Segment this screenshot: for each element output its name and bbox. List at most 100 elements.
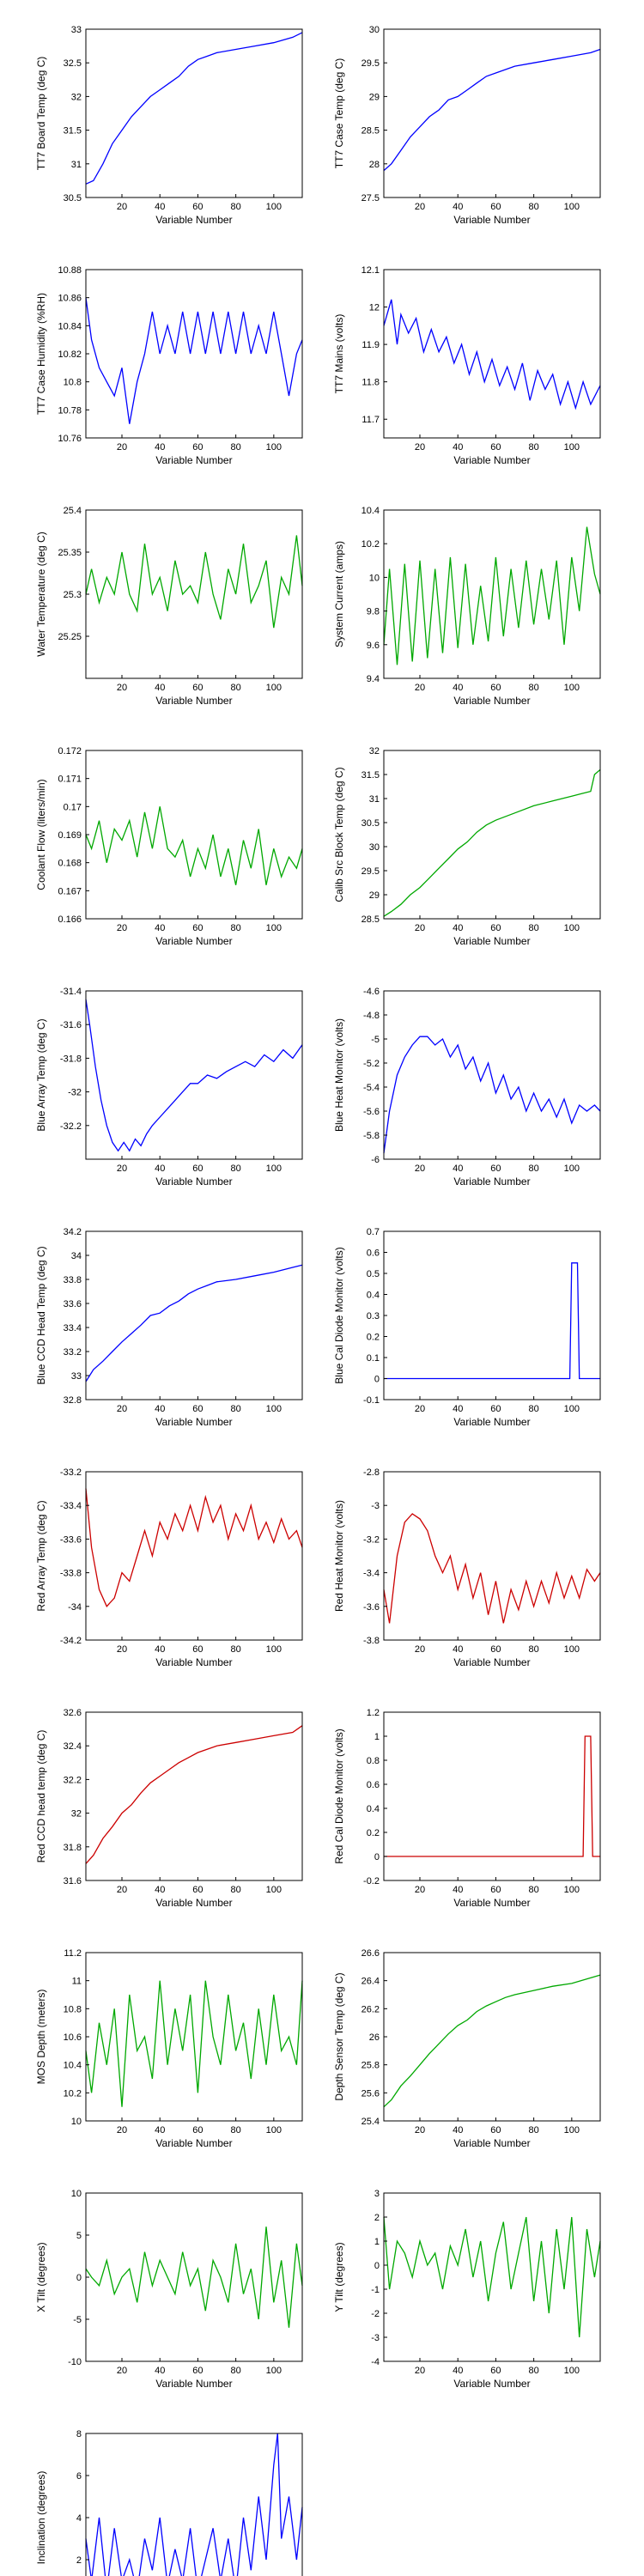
y-axis-label: Coolant Flow (liters/min) — [35, 779, 47, 890]
x-tick-label: 40 — [453, 2366, 463, 2376]
y-tick-label: 29 — [369, 890, 380, 901]
series-line — [85, 1264, 303, 1382]
x-tick-label: 20 — [415, 1644, 425, 1655]
y-tick-label: -33.6 — [60, 1534, 82, 1545]
y-tick-label: 0.1 — [367, 1353, 380, 1364]
y-tick-label: 3 — [374, 2189, 380, 2199]
y-tick-label: 0.4 — [367, 1291, 380, 1301]
plot-frame — [383, 1952, 601, 2122]
y-axis-label: TT7 Case Temp (deg C) — [333, 58, 345, 169]
y-tick-label: 0.2 — [367, 1333, 380, 1343]
y-tick-label: 6 — [76, 2471, 82, 2482]
y-axis-label: TT7 Case Humidity (%RH) — [35, 293, 47, 415]
y-tick-label: 0 — [374, 2261, 380, 2271]
x-axis-label: Variable Number — [453, 214, 530, 226]
y-tick-label: 32 — [369, 746, 380, 756]
y-tick-label: -4.8 — [363, 1011, 380, 1021]
y-tick-label: -31.8 — [60, 1054, 82, 1064]
chart-panel-7: 20 40 60 80 100 0.166 0.167 0.168 0.169 0.17 0.171… — [35, 746, 303, 947]
series-line — [384, 1262, 600, 1380]
x-tick-label: 60 — [490, 2125, 501, 2136]
x-axis-label: Variable Number — [453, 454, 530, 466]
x-tick-label: 100 — [564, 683, 580, 693]
x-tick-label: 60 — [490, 1644, 501, 1655]
x-tick-label: 20 — [415, 442, 425, 453]
x-tick-label: 40 — [155, 1885, 165, 1895]
y-axis-label: Red Array Temp (deg C) — [35, 1500, 47, 1611]
x-tick-label: 60 — [192, 1404, 203, 1414]
x-tick-label: 60 — [490, 442, 501, 453]
x-tick-label: 100 — [266, 1644, 282, 1655]
y-tick-label: 25.8 — [361, 2061, 380, 2071]
series-line — [85, 2433, 303, 2576]
y-tick-label: 33.2 — [64, 1347, 82, 1358]
y-axis-label: Inclination (degrees) — [35, 2471, 47, 2565]
x-tick-label: 20 — [415, 1885, 425, 1895]
y-tick-label: 26.4 — [361, 1977, 380, 1987]
y-tick-label: 0.166 — [58, 914, 82, 925]
y-tick-label: -5 — [371, 1035, 380, 1045]
x-tick-label: 100 — [266, 683, 282, 693]
x-tick-label: 60 — [490, 923, 501, 933]
chart-panel-6: 20 40 60 80 100 9.4 9.6 9.8 10 10.2 10.4 Variable N… — [333, 506, 601, 707]
x-axis-label: Variable Number — [453, 1416, 530, 1428]
series-line — [85, 535, 303, 629]
x-tick-label: 20 — [415, 683, 425, 693]
x-tick-label: 80 — [529, 2125, 539, 2136]
x-tick-label: 20 — [117, 2366, 127, 2376]
y-tick-label: 25.6 — [361, 2088, 380, 2099]
y-tick-label: 10.2 — [361, 539, 380, 550]
y-tick-label: 10 — [369, 573, 380, 583]
y-axis-label: X Tilt (degrees) — [35, 2242, 47, 2312]
x-axis-label: Variable Number — [155, 1656, 232, 1668]
y-tick-label: -3.4 — [363, 1569, 380, 1579]
y-tick-label: 1 — [374, 1732, 380, 1742]
chart-panel-14: 20 40 60 80 100 -3.8 -3.6 -3.4 -3.2 -3 -2.8 Variabl… — [333, 1467, 601, 1668]
y-axis-label: Blue Array Temp (deg C) — [35, 1018, 47, 1131]
y-tick-label: 10 — [71, 2117, 82, 2127]
y-tick-label: 0.8 — [367, 1756, 380, 1766]
x-tick-label: 20 — [117, 1163, 127, 1174]
y-tick-label: 27.5 — [361, 193, 380, 204]
x-tick-label: 80 — [231, 1885, 241, 1895]
x-tick-label: 80 — [231, 1404, 241, 1414]
y-axis-label: Blue Heat Monitor (volts) — [333, 1018, 345, 1132]
x-tick-label: 100 — [564, 1404, 580, 1414]
x-tick-label: 40 — [155, 923, 165, 933]
series-line — [383, 1036, 601, 1154]
chart-panel-2: 20 40 60 80 100 27.5 28 28.5 29 29.5 30 Variable Nu… — [333, 25, 601, 226]
y-tick-label: 26 — [369, 2032, 380, 2043]
y-tick-label: 25.4 — [64, 506, 82, 516]
x-tick-label: 60 — [192, 923, 203, 933]
x-tick-label: 80 — [231, 1644, 241, 1655]
x-tick-label: 80 — [529, 442, 539, 453]
y-tick-label: -0.2 — [363, 1876, 380, 1886]
y-tick-label: 10.6 — [64, 2032, 82, 2043]
x-tick-label: 20 — [117, 683, 127, 693]
y-tick-label: -33.4 — [60, 1501, 82, 1511]
series-line — [383, 1974, 601, 2108]
y-tick-label: 0 — [374, 1375, 380, 1385]
y-tick-label: 10.86 — [58, 294, 82, 304]
x-tick-label: 100 — [266, 202, 282, 212]
y-tick-label: 2 — [76, 2555, 82, 2566]
y-tick-label: -1 — [371, 2285, 380, 2295]
y-tick-label: 9.4 — [367, 674, 380, 684]
plot-frame — [85, 28, 303, 198]
plot-frame — [383, 269, 601, 439]
x-tick-label: 40 — [453, 923, 463, 933]
y-tick-label: 33 — [71, 1371, 82, 1382]
x-axis-label: Variable Number — [453, 2378, 530, 2390]
y-axis-label: Blue Cal Diode Monitor (volts) — [333, 1247, 345, 1383]
y-tick-label: 32.5 — [64, 58, 82, 69]
chart-panel-10: 20 40 60 80 100 -6 -5.8 -5.6 -5.4 -5.2 -5 -4.8 -4.6 V… — [333, 987, 601, 1188]
y-tick-label: 0.7 — [367, 1227, 380, 1237]
x-tick-label: 60 — [490, 1885, 501, 1895]
x-axis-label: Variable Number — [155, 935, 232, 947]
y-tick-label: -5.2 — [363, 1059, 380, 1069]
y-tick-label: -3.8 — [363, 1636, 380, 1646]
y-tick-label: 30.5 — [64, 193, 82, 204]
y-tick-label: 31 — [71, 160, 82, 170]
y-tick-label: 31.8 — [64, 1843, 82, 1853]
y-tick-label: 10.4 — [64, 2061, 82, 2071]
